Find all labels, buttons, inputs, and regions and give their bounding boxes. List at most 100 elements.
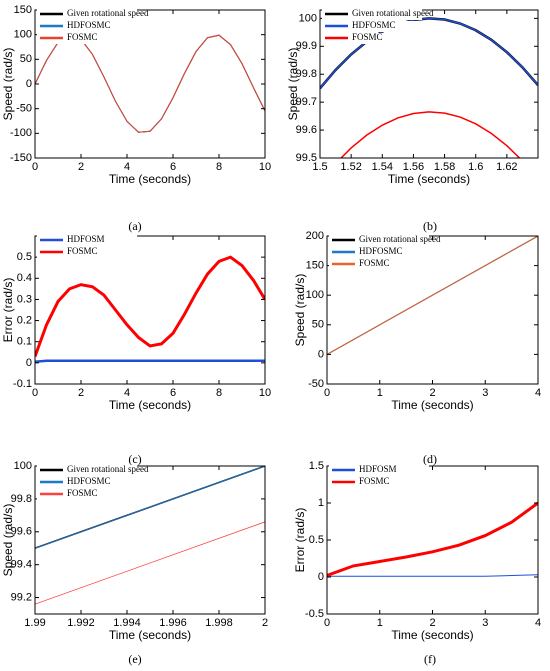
- plot-frame: [319, 9, 539, 159]
- y-tick-label: 99.6: [11, 526, 32, 538]
- caption: (d): [423, 452, 437, 466]
- legend-bg: [37, 465, 137, 476]
- caption: (e): [128, 652, 141, 666]
- y-tick-label: 99.5: [296, 152, 317, 164]
- legend-label: FOSMC: [67, 32, 98, 42]
- legend-bg: [37, 489, 137, 500]
- x-tick-label: 2: [262, 617, 268, 629]
- plot-area: [327, 466, 538, 614]
- y-tick-label: 0.4: [17, 272, 32, 284]
- x-axis-label: Time (seconds): [109, 398, 191, 412]
- y-tick-label: 99.2: [11, 591, 32, 603]
- y-tick-label: 0.3: [17, 293, 32, 305]
- y-tick-label: 0: [318, 348, 324, 360]
- y-tick-label: 0.5: [309, 534, 324, 546]
- y-tick-label: 50: [312, 319, 324, 331]
- y-tick-label: -0.5: [305, 608, 324, 620]
- x-tick-label: 1.54: [372, 161, 393, 173]
- x-tick-label: 0: [324, 387, 330, 399]
- plot-lines: [320, 17, 538, 158]
- y-tick-label: 99.8: [11, 493, 32, 505]
- y-tick-label: -150: [10, 152, 32, 164]
- x-tick-label: 1.6: [468, 161, 483, 173]
- x-axis-label: Time (seconds): [109, 172, 191, 186]
- legend-label: Given rotational speed: [359, 234, 441, 244]
- legend-label: Given rotational speed: [67, 8, 149, 18]
- y-tick-label: 150: [306, 260, 324, 272]
- caption: (f): [424, 652, 436, 666]
- y-axis-label: Error (rad/s): [1, 278, 15, 343]
- x-tick-label: 3: [482, 387, 488, 399]
- legend-bg: [37, 477, 137, 488]
- y-axis-label: Error (rad/s): [293, 508, 307, 573]
- x-axis-label: Time (seconds): [388, 172, 470, 186]
- series-line: [35, 255, 265, 358]
- caption: (a): [128, 219, 141, 233]
- y-tick-label: 50: [20, 53, 32, 65]
- y-tick-label: 99.4: [11, 559, 32, 571]
- x-axis-label: Time (seconds): [109, 628, 191, 642]
- legend-label: FOSMC: [352, 32, 383, 42]
- legend-bg: [37, 235, 137, 246]
- x-tick-label: 1.998: [205, 617, 233, 629]
- x-tick-label: 10: [259, 161, 271, 173]
- y-axis-label: Speed (rad/s): [293, 274, 307, 347]
- series-line: [340, 111, 521, 158]
- legend-bg: [329, 247, 429, 258]
- x-tick-label: 2: [429, 617, 435, 629]
- series-line: [327, 501, 538, 577]
- y-tick-label: 0: [26, 357, 32, 369]
- y-axis-label: Speed (rad/s): [286, 48, 300, 121]
- y-axis-label: Speed (rad/s): [1, 504, 15, 577]
- caption: (c): [128, 452, 141, 466]
- y-tick-label: 150: [14, 4, 32, 16]
- legend-bg: [322, 33, 422, 44]
- y-tick-label: 0: [26, 78, 32, 90]
- x-tick-label: 1.62: [496, 161, 517, 173]
- x-tick-label: 1: [377, 617, 383, 629]
- legend-bg: [37, 33, 137, 44]
- legend-label: HDFOSM: [67, 234, 105, 244]
- x-tick-label: 6: [170, 161, 176, 173]
- x-tick-label: 4: [535, 617, 541, 629]
- x-tick-label: 0: [324, 617, 330, 629]
- x-axis-label: Time (seconds): [391, 398, 473, 412]
- plot-lines: [35, 466, 265, 605]
- legend-label: HDFOSMC: [359, 246, 403, 256]
- x-tick-label: 1.994: [113, 617, 141, 629]
- legend-label: HDFOSM: [359, 464, 397, 474]
- legend-label: HDFOSMC: [67, 476, 111, 486]
- y-tick-label: 0: [318, 571, 324, 583]
- y-tick-label: 0.5: [17, 251, 32, 263]
- legend-bg: [37, 21, 137, 32]
- y-tick-label: 99.7: [296, 96, 317, 108]
- y-tick-label: 100: [14, 29, 32, 41]
- legend-bg: [329, 477, 429, 488]
- legend-label: FOSMC: [67, 488, 98, 498]
- x-tick-label: 10: [259, 387, 271, 399]
- y-tick-label: 200: [306, 230, 324, 242]
- y-tick-label: -0.1: [13, 378, 32, 390]
- series-line: [35, 466, 265, 549]
- y-tick-label: 99.8: [296, 68, 317, 80]
- x-tick-label: 1.58: [434, 161, 455, 173]
- x-tick-label: 1.992: [67, 617, 95, 629]
- x-tick-label: 1.52: [340, 161, 361, 173]
- x-tick-label: 1.5: [312, 161, 327, 173]
- x-tick-label: 4: [535, 387, 541, 399]
- legend-label: HDFOSMC: [352, 20, 396, 30]
- x-tick-label: 2: [78, 387, 84, 399]
- x-tick-label: 1.99: [24, 617, 45, 629]
- plot-frame: [34, 465, 266, 615]
- y-tick-label: -50: [16, 103, 32, 115]
- x-tick-label: 8: [216, 387, 222, 399]
- x-tick-label: 4: [124, 161, 130, 173]
- x-tick-label: 1.56: [403, 161, 424, 173]
- x-tick-label: 1.996: [159, 617, 187, 629]
- y-tick-label: 100: [306, 289, 324, 301]
- legend-label: Given rotational speed: [352, 8, 434, 18]
- x-tick-label: 3: [482, 617, 488, 629]
- series-line: [327, 236, 538, 355]
- caption: (b): [423, 219, 437, 233]
